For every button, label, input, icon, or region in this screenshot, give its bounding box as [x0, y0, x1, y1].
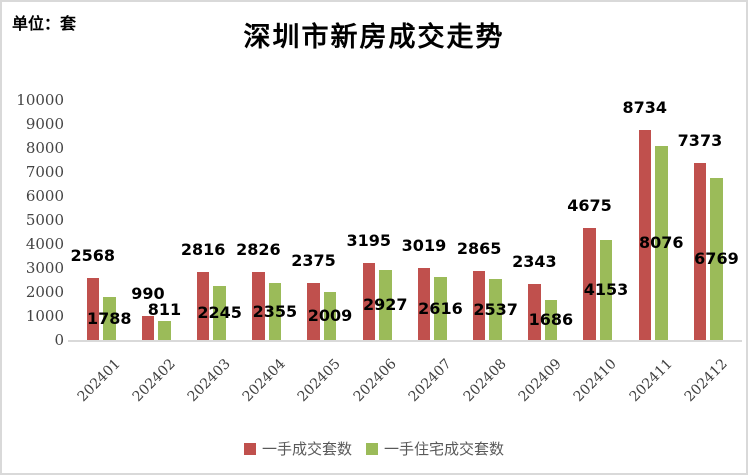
x-axis-label-text: 202410	[570, 356, 621, 406]
x-axis-label-text: 202412	[681, 356, 731, 406]
data-label: 2865	[456, 239, 502, 259]
data-label: 2009	[307, 305, 353, 325]
data-label: 4153	[583, 280, 629, 300]
bar-residential-202412	[710, 177, 723, 340]
x-axis-line	[68, 340, 742, 342]
unit-label: 单位：套	[12, 14, 77, 33]
bar-total-202407	[417, 267, 431, 340]
data-label: 2375	[291, 251, 336, 270]
data-label: 2927	[362, 294, 408, 314]
data-label: 2245	[197, 303, 242, 323]
bar-total-202411	[638, 130, 651, 340]
legend-item: 一手成交套数	[243, 438, 352, 459]
bar-residential-202404	[268, 283, 282, 340]
y-axis-tick-label: 4000	[25, 235, 64, 253]
data-label: 811	[147, 299, 182, 319]
legend-item: 一手住宅成交套数	[366, 438, 504, 459]
legend-swatch-icon	[366, 442, 378, 455]
bar-residential-202401	[103, 297, 116, 340]
x-axis-label-text: 202404	[239, 356, 289, 406]
bar-residential-202411	[655, 146, 668, 340]
bar-residential-202406	[379, 269, 392, 340]
data-label: 2343	[512, 251, 557, 271]
y-axis-tick-label: 5000	[25, 211, 64, 229]
bar-residential-202409	[544, 299, 558, 340]
data-label: 1686	[528, 309, 574, 329]
bar-residential-202407	[434, 277, 447, 340]
bar-total-202406	[362, 263, 375, 340]
data-label: 2537	[473, 299, 518, 319]
bar-residential-202405	[323, 291, 337, 340]
data-label: 8734	[622, 98, 668, 118]
x-axis-label-text: 202406	[350, 356, 400, 406]
data-label: 2826	[236, 240, 281, 260]
bar-total-202401	[86, 278, 99, 340]
data-label: 4675	[567, 195, 612, 215]
bar-total-202410	[583, 227, 596, 340]
y-axis-tick-label: 9000	[25, 115, 64, 133]
y-axis-tick-label: 7000	[25, 163, 64, 181]
x-axis-label-text: 202401	[74, 356, 124, 406]
data-label: 6769	[694, 248, 739, 268]
legend-label: 一手成交套数	[261, 440, 352, 458]
chart-title: 深圳市新房成交走势	[243, 22, 505, 53]
x-axis-label-text: 202402	[129, 356, 179, 406]
y-axis-tick-label: 0	[54, 331, 64, 349]
x-axis-label-text: 202407	[405, 356, 455, 406]
legend-label: 一手住宅成交套数	[384, 440, 505, 458]
legend: 一手成交套数 一手住宅成交套数	[2, 438, 746, 459]
y-axis-tick-label: 8000	[25, 139, 64, 157]
data-label: 7373	[677, 131, 723, 151]
bar-total-202402	[141, 316, 155, 340]
y-axis-tick-label: 3000	[25, 259, 64, 277]
data-label: 8076	[638, 233, 684, 253]
bar-total-202403	[196, 272, 210, 340]
y-axis-tick-label: 1000	[25, 307, 64, 325]
data-label: 2616	[418, 298, 463, 318]
legend-swatch-icon	[243, 442, 256, 455]
bar-residential-202408	[489, 279, 502, 340]
x-axis-label-text: 202408	[460, 356, 510, 406]
data-label: 3195	[346, 231, 392, 251]
bar-total-202405	[307, 283, 320, 340]
bar-total-202408	[472, 271, 486, 340]
data-label: 2568	[70, 246, 116, 266]
bar-residential-202410	[599, 240, 613, 340]
x-axis-label-text: 202409	[515, 356, 565, 406]
data-label: 990	[131, 284, 165, 304]
x-axis-label-text: 202405	[294, 356, 345, 406]
bar-total-202412	[693, 163, 707, 340]
bar-total-202409	[528, 283, 541, 340]
y-axis-tick-label: 6000	[25, 187, 64, 205]
y-axis-tick-label: 2000	[25, 283, 64, 301]
data-label: 1788	[86, 308, 132, 328]
x-axis-label-text: 202411	[626, 356, 676, 406]
y-axis-tick-label: 10000	[16, 91, 64, 109]
data-label: 2355	[252, 301, 298, 321]
bar-residential-202402	[158, 320, 171, 340]
x-axis-label-text: 202403	[184, 356, 234, 406]
data-label: 2816	[180, 240, 226, 260]
bar-residential-202403	[213, 286, 226, 340]
bar-total-202404	[252, 272, 265, 340]
data-label: 3019	[401, 235, 447, 255]
